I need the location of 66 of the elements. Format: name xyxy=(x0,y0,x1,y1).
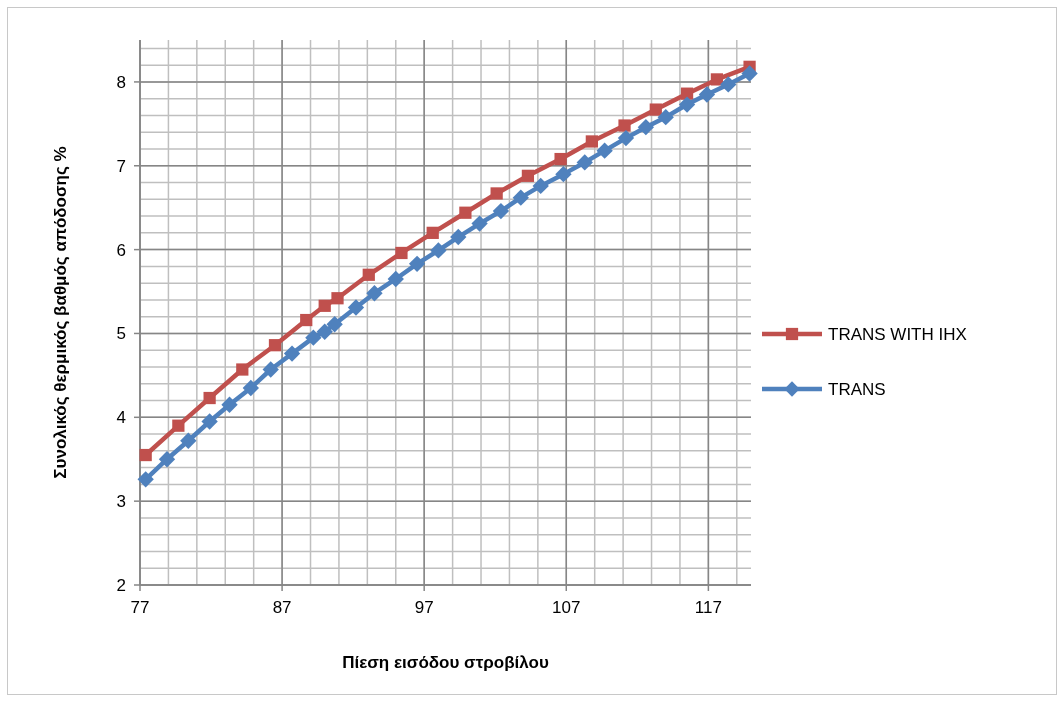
x-tick-label: 77 xyxy=(130,598,150,617)
point xyxy=(318,299,331,312)
point xyxy=(430,242,447,259)
point xyxy=(305,329,322,346)
point xyxy=(585,135,598,148)
legend-label: TRANS xyxy=(828,380,886,399)
point xyxy=(366,285,383,302)
point xyxy=(172,419,185,432)
point xyxy=(347,299,365,316)
y-tick-label: 5 xyxy=(116,324,126,344)
point xyxy=(268,339,282,352)
point xyxy=(490,187,503,200)
point xyxy=(362,268,375,281)
point xyxy=(201,413,218,430)
point xyxy=(576,154,593,171)
x-axis-title: Πίεση εισόδου στροβίλου xyxy=(342,653,549,672)
point xyxy=(554,152,567,166)
point xyxy=(617,129,635,147)
point xyxy=(741,65,758,82)
point xyxy=(426,226,439,239)
x-tick-label: 97 xyxy=(414,598,434,617)
point xyxy=(492,202,510,220)
point xyxy=(316,323,333,340)
point xyxy=(450,228,467,246)
point xyxy=(637,119,655,136)
point xyxy=(532,177,549,195)
point xyxy=(158,451,176,468)
y-tick-label: 2 xyxy=(116,576,126,595)
point xyxy=(618,119,631,132)
y-axis-title: Συνολικός θερμικός βαθμός απόδοσης % xyxy=(51,146,70,479)
point xyxy=(698,86,716,103)
point xyxy=(408,255,426,273)
point xyxy=(471,215,488,232)
y-tick-label: 6 xyxy=(116,240,126,260)
y-tick-label: 8 xyxy=(116,72,126,92)
point xyxy=(649,103,662,116)
point xyxy=(331,292,344,305)
point xyxy=(657,108,674,126)
point xyxy=(180,432,197,449)
y-tick-label: 7 xyxy=(116,156,126,176)
point xyxy=(236,363,249,376)
x-tick-label: 107 xyxy=(552,598,581,617)
point xyxy=(395,246,408,260)
point xyxy=(710,73,724,86)
point xyxy=(262,361,279,378)
point xyxy=(137,471,154,488)
point xyxy=(678,96,696,113)
legend-label: TRANS WITH IHX xyxy=(828,325,967,344)
point xyxy=(512,189,529,206)
x-tick-label: 117 xyxy=(694,598,722,617)
point xyxy=(387,270,404,288)
point xyxy=(139,448,152,462)
point xyxy=(221,396,238,413)
point xyxy=(242,379,259,397)
point xyxy=(203,391,216,405)
y-tick-label: 3 xyxy=(116,492,126,512)
point xyxy=(555,165,572,183)
y-tick-label: 4 xyxy=(116,408,126,428)
point xyxy=(326,316,343,333)
point xyxy=(459,206,472,219)
point xyxy=(521,169,535,182)
point xyxy=(596,142,613,159)
point xyxy=(300,313,313,327)
x-tick-label: 87 xyxy=(272,598,292,617)
point xyxy=(283,345,301,362)
point xyxy=(720,76,737,93)
